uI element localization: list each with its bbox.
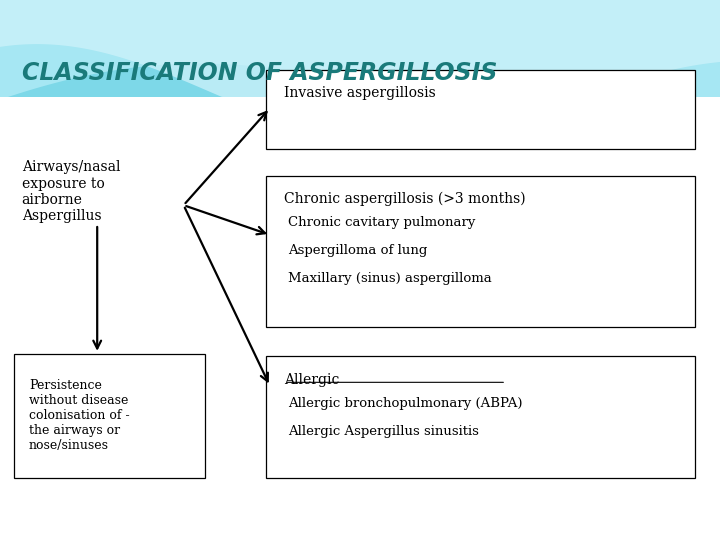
- Text: Airways/nasal
exposure to
airborne
Aspergillus: Airways/nasal exposure to airborne Asper…: [22, 160, 120, 223]
- Text: Persistence
without disease
colonisation of -
the airways or
nose/sinuses: Persistence without disease colonisation…: [29, 379, 130, 453]
- FancyBboxPatch shape: [266, 176, 695, 327]
- Text: Invasive aspergillosis: Invasive aspergillosis: [284, 86, 436, 100]
- Text: Chronic aspergillosis (>3 months): Chronic aspergillosis (>3 months): [284, 192, 526, 206]
- Polygon shape: [0, 0, 720, 119]
- Text: Aspergilloma of lung: Aspergilloma of lung: [288, 244, 428, 257]
- Text: Chronic cavitary pulmonary: Chronic cavitary pulmonary: [288, 216, 475, 229]
- Text: Allergic: Allergic: [284, 373, 340, 387]
- Text: CLASSIFICATION OF ASPERGILLOSIS: CLASSIFICATION OF ASPERGILLOSIS: [22, 61, 497, 85]
- Text: Allergic bronchopulmonary (ABPA): Allergic bronchopulmonary (ABPA): [288, 397, 523, 410]
- FancyBboxPatch shape: [266, 356, 695, 478]
- Text: Maxillary (sinus) aspergilloma: Maxillary (sinus) aspergilloma: [288, 272, 492, 285]
- Polygon shape: [0, 0, 720, 97]
- FancyBboxPatch shape: [14, 354, 205, 478]
- Text: Allergic Aspergillus sinusitis: Allergic Aspergillus sinusitis: [288, 425, 479, 438]
- Polygon shape: [0, 97, 720, 540]
- FancyBboxPatch shape: [266, 70, 695, 148]
- Polygon shape: [0, 0, 720, 119]
